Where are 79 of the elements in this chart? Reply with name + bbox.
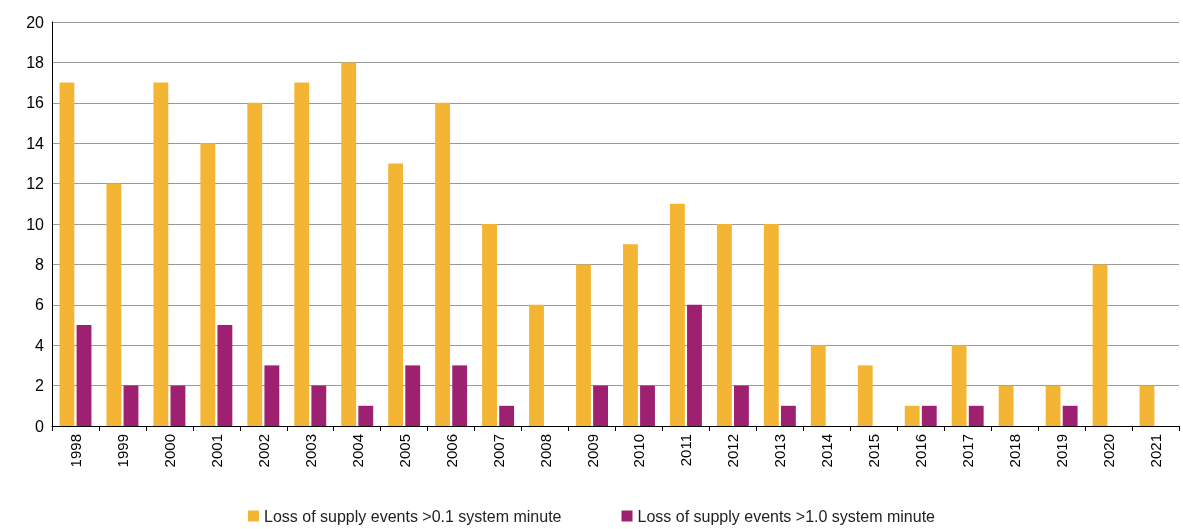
x-tick-label: 2014 xyxy=(818,434,836,468)
y-tick-label: 10 xyxy=(26,215,45,233)
bar xyxy=(499,405,515,426)
x-tick-label: 2009 xyxy=(583,434,601,468)
x-tick-label: 2000 xyxy=(160,434,178,468)
x-tick-label: 2005 xyxy=(395,434,413,468)
y-tick-label: 4 xyxy=(35,336,45,354)
bar xyxy=(405,365,421,426)
bar xyxy=(217,325,233,426)
bar xyxy=(763,224,779,426)
bar xyxy=(294,82,310,426)
y-tick-label: 14 xyxy=(26,134,45,152)
bar xyxy=(951,345,967,426)
y-tick-label: 20 xyxy=(26,13,45,31)
x-tick-label: 1998 xyxy=(66,434,84,468)
bar xyxy=(716,224,732,426)
x-tick-label: 2011 xyxy=(677,434,695,467)
bar xyxy=(669,203,685,426)
bar xyxy=(576,264,591,426)
bar xyxy=(623,244,638,426)
y-tick-label: 12 xyxy=(26,175,45,193)
bar xyxy=(593,385,608,426)
legend-label: Loss of supply events >0.1 system minute xyxy=(264,507,562,525)
bar xyxy=(640,385,655,426)
bar xyxy=(123,385,139,426)
x-tick-label: 2020 xyxy=(1100,434,1118,468)
bar xyxy=(76,325,92,426)
y-tick-label: 8 xyxy=(35,255,45,273)
legend-label: Loss of supply events >1.0 system minute xyxy=(637,507,936,525)
bar xyxy=(482,224,497,426)
x-tick-label: 2019 xyxy=(1053,434,1071,468)
bar xyxy=(734,385,749,426)
bar xyxy=(106,183,122,426)
y-tick-label: 18 xyxy=(26,53,45,71)
bar xyxy=(153,82,169,426)
x-tick-label: 2013 xyxy=(771,434,789,468)
x-tick-label: 2007 xyxy=(489,434,507,468)
x-tick-label: 2002 xyxy=(254,434,272,468)
bar xyxy=(998,385,1014,426)
bar xyxy=(687,304,702,426)
bar xyxy=(1139,385,1155,426)
y-tick-label: 6 xyxy=(35,296,45,314)
x-tick-label: 2003 xyxy=(301,434,319,468)
x-tick-label: 2021 xyxy=(1147,434,1165,468)
bar xyxy=(341,62,357,426)
bar xyxy=(857,365,873,426)
bar xyxy=(59,82,75,426)
bar xyxy=(1045,385,1061,426)
bar xyxy=(388,163,404,426)
bar xyxy=(358,405,374,426)
bar xyxy=(200,143,216,426)
bar xyxy=(529,304,544,426)
bar xyxy=(810,345,826,426)
x-tick-label: 2001 xyxy=(207,434,225,468)
bar xyxy=(435,102,451,426)
bar xyxy=(311,385,327,426)
bar xyxy=(170,385,186,426)
bar xyxy=(921,405,937,426)
bar xyxy=(1062,405,1078,426)
x-tick-label: 2015 xyxy=(865,434,883,468)
y-tick-label: 16 xyxy=(26,94,45,112)
bar xyxy=(264,365,280,426)
bar xyxy=(452,365,468,426)
bar xyxy=(780,405,796,426)
bar xyxy=(247,102,263,426)
x-tick-label: 2008 xyxy=(536,434,554,468)
bar xyxy=(904,405,920,426)
x-tick-label: 2006 xyxy=(442,434,460,468)
x-tick-label: 2012 xyxy=(724,434,742,468)
bar xyxy=(1092,264,1108,426)
x-tick-label: 2016 xyxy=(912,434,930,468)
y-tick-label: 0 xyxy=(35,417,45,435)
y-tick-label: 2 xyxy=(35,377,45,395)
x-tick-label: 2018 xyxy=(1006,434,1024,468)
x-tick-label: 2010 xyxy=(630,434,648,468)
x-tick-label: 1999 xyxy=(113,434,131,468)
x-tick-label: 2004 xyxy=(348,434,366,468)
x-tick-label: 2017 xyxy=(959,434,977,468)
bar xyxy=(968,405,984,426)
